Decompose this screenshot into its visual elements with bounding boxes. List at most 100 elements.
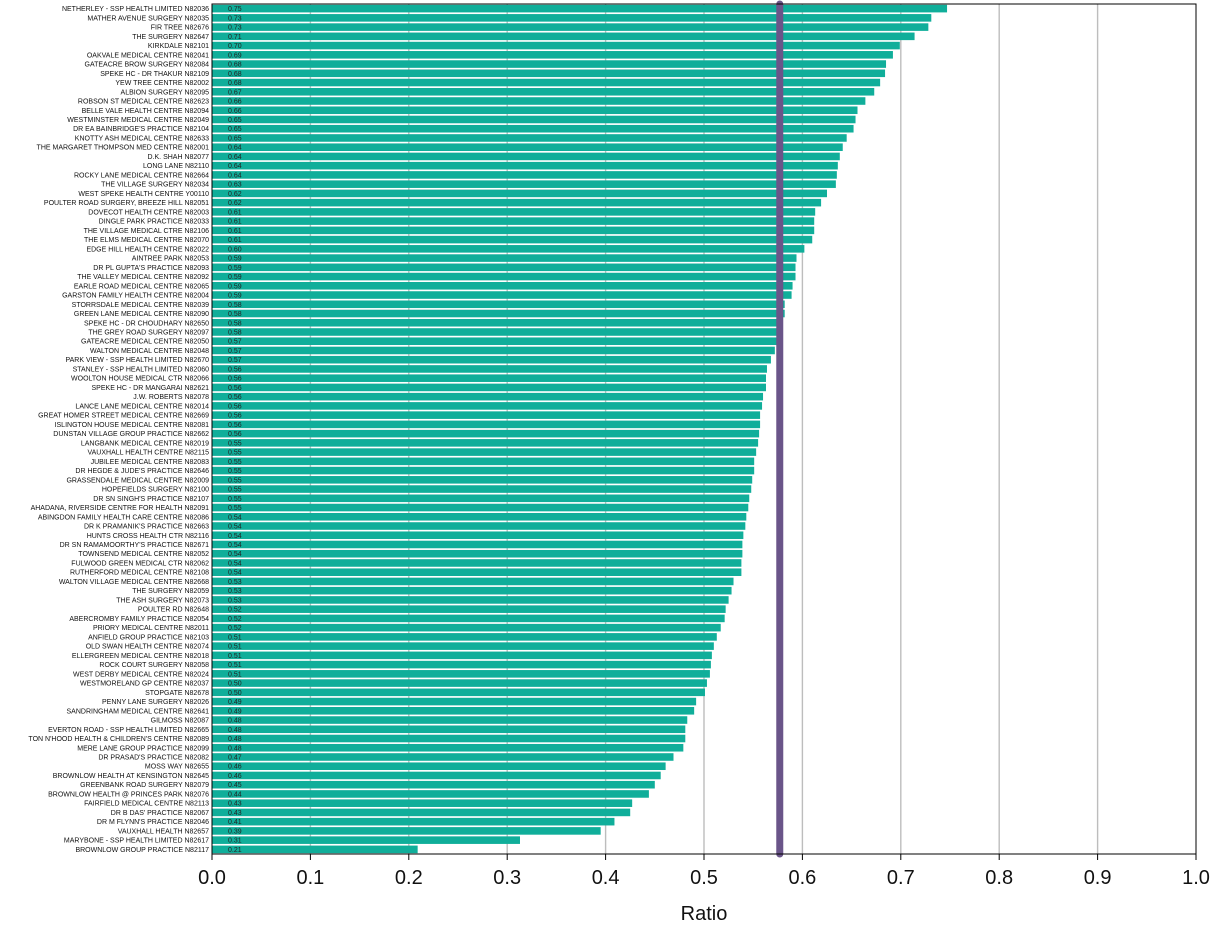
value-label: 0.46 (228, 773, 242, 780)
value-label: 0.68 (228, 80, 242, 87)
category-label: AINTREE PARK N82053 (132, 256, 209, 263)
category-label: DINGLE PARK PRACTICE N82033 (99, 219, 209, 226)
bar (212, 817, 615, 826)
value-label: 0.47 (228, 754, 242, 761)
value-label: 0.54 (228, 533, 242, 540)
value-label: 0.44 (228, 791, 242, 798)
value-label: 0.60 (228, 246, 242, 253)
bar (212, 309, 785, 318)
value-label: 0.53 (228, 597, 242, 604)
category-label: STOPGATE N82678 (145, 690, 209, 697)
value-label: 0.50 (228, 690, 242, 697)
bar (212, 69, 886, 78)
value-label: 0.31 (228, 838, 242, 845)
bar (212, 448, 757, 456)
bar (212, 512, 747, 521)
category-label: TOWNSEND MEDICAL CENTRE N82052 (78, 551, 209, 558)
category-label: POULTER RD N82648 (138, 607, 209, 614)
bar (212, 503, 749, 512)
x-tick-label: 0.3 (493, 867, 521, 889)
bar (212, 420, 761, 429)
category-label: ABINGDON FAMILY HEALTH CARE CENTRE N8208… (38, 514, 209, 521)
category-label: SANDRINGHAM MEDICAL CENTRE N82641 (67, 708, 210, 715)
category-label: SPEKE HC - DR CHOUDHARY N82650 (84, 320, 209, 327)
value-label: 0.54 (228, 560, 242, 567)
value-label: 0.56 (228, 366, 242, 373)
category-label: MATHER AVENUE SURGERY N82035 (87, 15, 209, 22)
category-label: ROBSON ST MEDICAL CENTRE N82623 (78, 99, 209, 106)
value-label: 0.62 (228, 191, 242, 198)
bar (212, 300, 785, 309)
category-label: JUBILEE MEDICAL CENTRE N82083 (91, 459, 209, 466)
value-label: 0.43 (228, 810, 242, 817)
bar (212, 14, 932, 22)
x-tick-label: 0.8 (985, 867, 1013, 889)
bar (212, 4, 948, 13)
value-label: 0.54 (228, 551, 242, 558)
value-label: 0.61 (228, 237, 242, 244)
x-tick-label: 0.6 (788, 867, 816, 889)
category-label: GILMOSS N82087 (151, 718, 209, 725)
value-label: 0.67 (228, 89, 242, 96)
category-label: THE SURGERY N82059 (132, 588, 209, 595)
bar (212, 457, 755, 466)
bar (212, 697, 697, 706)
value-label: 0.53 (228, 588, 242, 595)
category-label: THE MARGARET THOMPSON MED CENTRE N82001 (37, 145, 210, 152)
value-label: 0.54 (228, 542, 242, 549)
bar (212, 725, 686, 734)
value-label: 0.73 (228, 25, 242, 32)
bar (212, 799, 633, 807)
value-label: 0.51 (228, 662, 242, 669)
value-label: 0.71 (228, 34, 242, 41)
bar (212, 217, 815, 225)
value-label: 0.49 (228, 699, 242, 706)
category-label: MARYBONE - SSP HEALTH LIMITED N82617 (64, 838, 209, 845)
x-tick-label: 0.9 (1084, 867, 1112, 889)
bar (212, 540, 743, 549)
value-label: 0.57 (228, 339, 242, 346)
category-label: GARSTON FAMILY HEALTH CENTRE N82004 (62, 293, 209, 300)
category-label: THE SURGERY N82647 (132, 34, 209, 41)
bar (212, 235, 813, 244)
category-label: ABERCROMBY FAMILY PRACTICE N82054 (69, 616, 209, 623)
category-label: AHADANA, RIVERSIDE CENTRE FOR HEALTH N82… (31, 505, 210, 512)
category-label: THE ASH SURGERY N82073 (116, 597, 209, 604)
category-label: LANGBANK MEDICAL CENTRE N82019 (81, 440, 209, 447)
bar (212, 402, 763, 410)
category-label: OLD SWAN HEALTH CENTRE N82074 (86, 644, 209, 651)
category-label: SPEKE HC - DR THAKUR N82109 (100, 71, 209, 78)
bar (212, 23, 929, 31)
bar (212, 494, 750, 503)
bar (212, 836, 520, 844)
value-label: 0.61 (228, 228, 242, 235)
value-label: 0.45 (228, 782, 242, 789)
category-label: POULTER ROAD SURGERY, BREEZE HILL N82051 (44, 200, 209, 207)
value-label: 0.55 (228, 496, 242, 503)
bar (212, 633, 717, 641)
value-label: 0.53 (228, 579, 242, 586)
category-label: OAKVALE MEDICAL CENTRE N82041 (87, 52, 209, 59)
category-label: DR PL GUPTA'S PRACTICE N82093 (93, 265, 209, 272)
bar (212, 845, 418, 854)
bar (212, 383, 766, 392)
bar (212, 374, 766, 382)
value-label: 0.66 (228, 108, 242, 115)
value-label: 0.56 (228, 376, 242, 383)
category-label: DR HEGDE & JUDE'S PRACTICE N82646 (75, 468, 209, 475)
bar (212, 208, 816, 216)
bar (212, 392, 764, 401)
x-tick-label: 0.2 (395, 867, 423, 889)
value-label: 0.70 (228, 43, 242, 50)
value-label: 0.49 (228, 708, 242, 715)
bar (212, 827, 601, 835)
category-label: WESTMINSTER MEDICAL CENTRE N82049 (67, 117, 209, 124)
category-label: FULWOOD GREEN MEDICAL CTR N82062 (71, 560, 209, 567)
value-label: 0.56 (228, 394, 242, 401)
category-label: ISLINGTON HOUSE MEDICAL CENTRE N82081 (55, 422, 210, 429)
category-label: DUNSTAN VILLAGE GROUP PRACTICE N82662 (53, 431, 209, 438)
bar (212, 790, 649, 798)
bar (212, 87, 875, 96)
bar (212, 522, 746, 530)
